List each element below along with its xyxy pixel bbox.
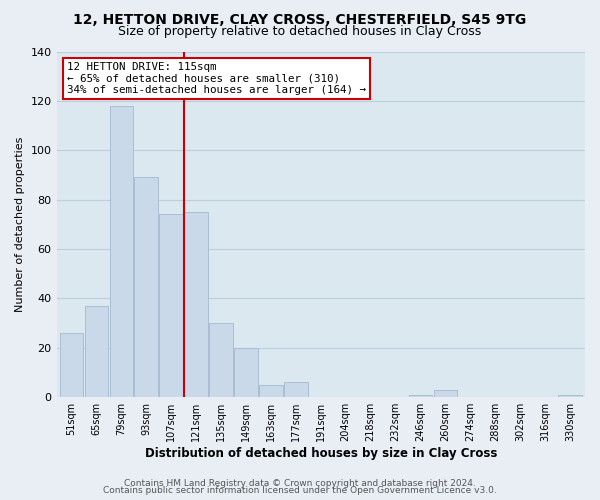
X-axis label: Distribution of detached houses by size in Clay Cross: Distribution of detached houses by size …	[145, 447, 497, 460]
Bar	[134, 178, 158, 397]
Bar	[558, 394, 582, 397]
Bar	[209, 323, 233, 397]
Bar	[234, 348, 258, 397]
Bar	[160, 214, 183, 397]
Bar	[85, 306, 108, 397]
Text: Size of property relative to detached houses in Clay Cross: Size of property relative to detached ho…	[118, 25, 482, 38]
Bar	[434, 390, 457, 397]
Bar	[59, 333, 83, 397]
Bar	[259, 385, 283, 397]
Bar	[409, 394, 433, 397]
Text: 12, HETTON DRIVE, CLAY CROSS, CHESTERFIELD, S45 9TG: 12, HETTON DRIVE, CLAY CROSS, CHESTERFIE…	[73, 12, 527, 26]
Y-axis label: Number of detached properties: Number of detached properties	[15, 136, 25, 312]
Text: Contains HM Land Registry data © Crown copyright and database right 2024.: Contains HM Land Registry data © Crown c…	[124, 478, 476, 488]
Bar	[184, 212, 208, 397]
Text: Contains public sector information licensed under the Open Government Licence v3: Contains public sector information licen…	[103, 486, 497, 495]
Text: 12 HETTON DRIVE: 115sqm
← 65% of detached houses are smaller (310)
34% of semi-d: 12 HETTON DRIVE: 115sqm ← 65% of detache…	[67, 62, 366, 95]
Bar	[284, 382, 308, 397]
Bar	[110, 106, 133, 397]
